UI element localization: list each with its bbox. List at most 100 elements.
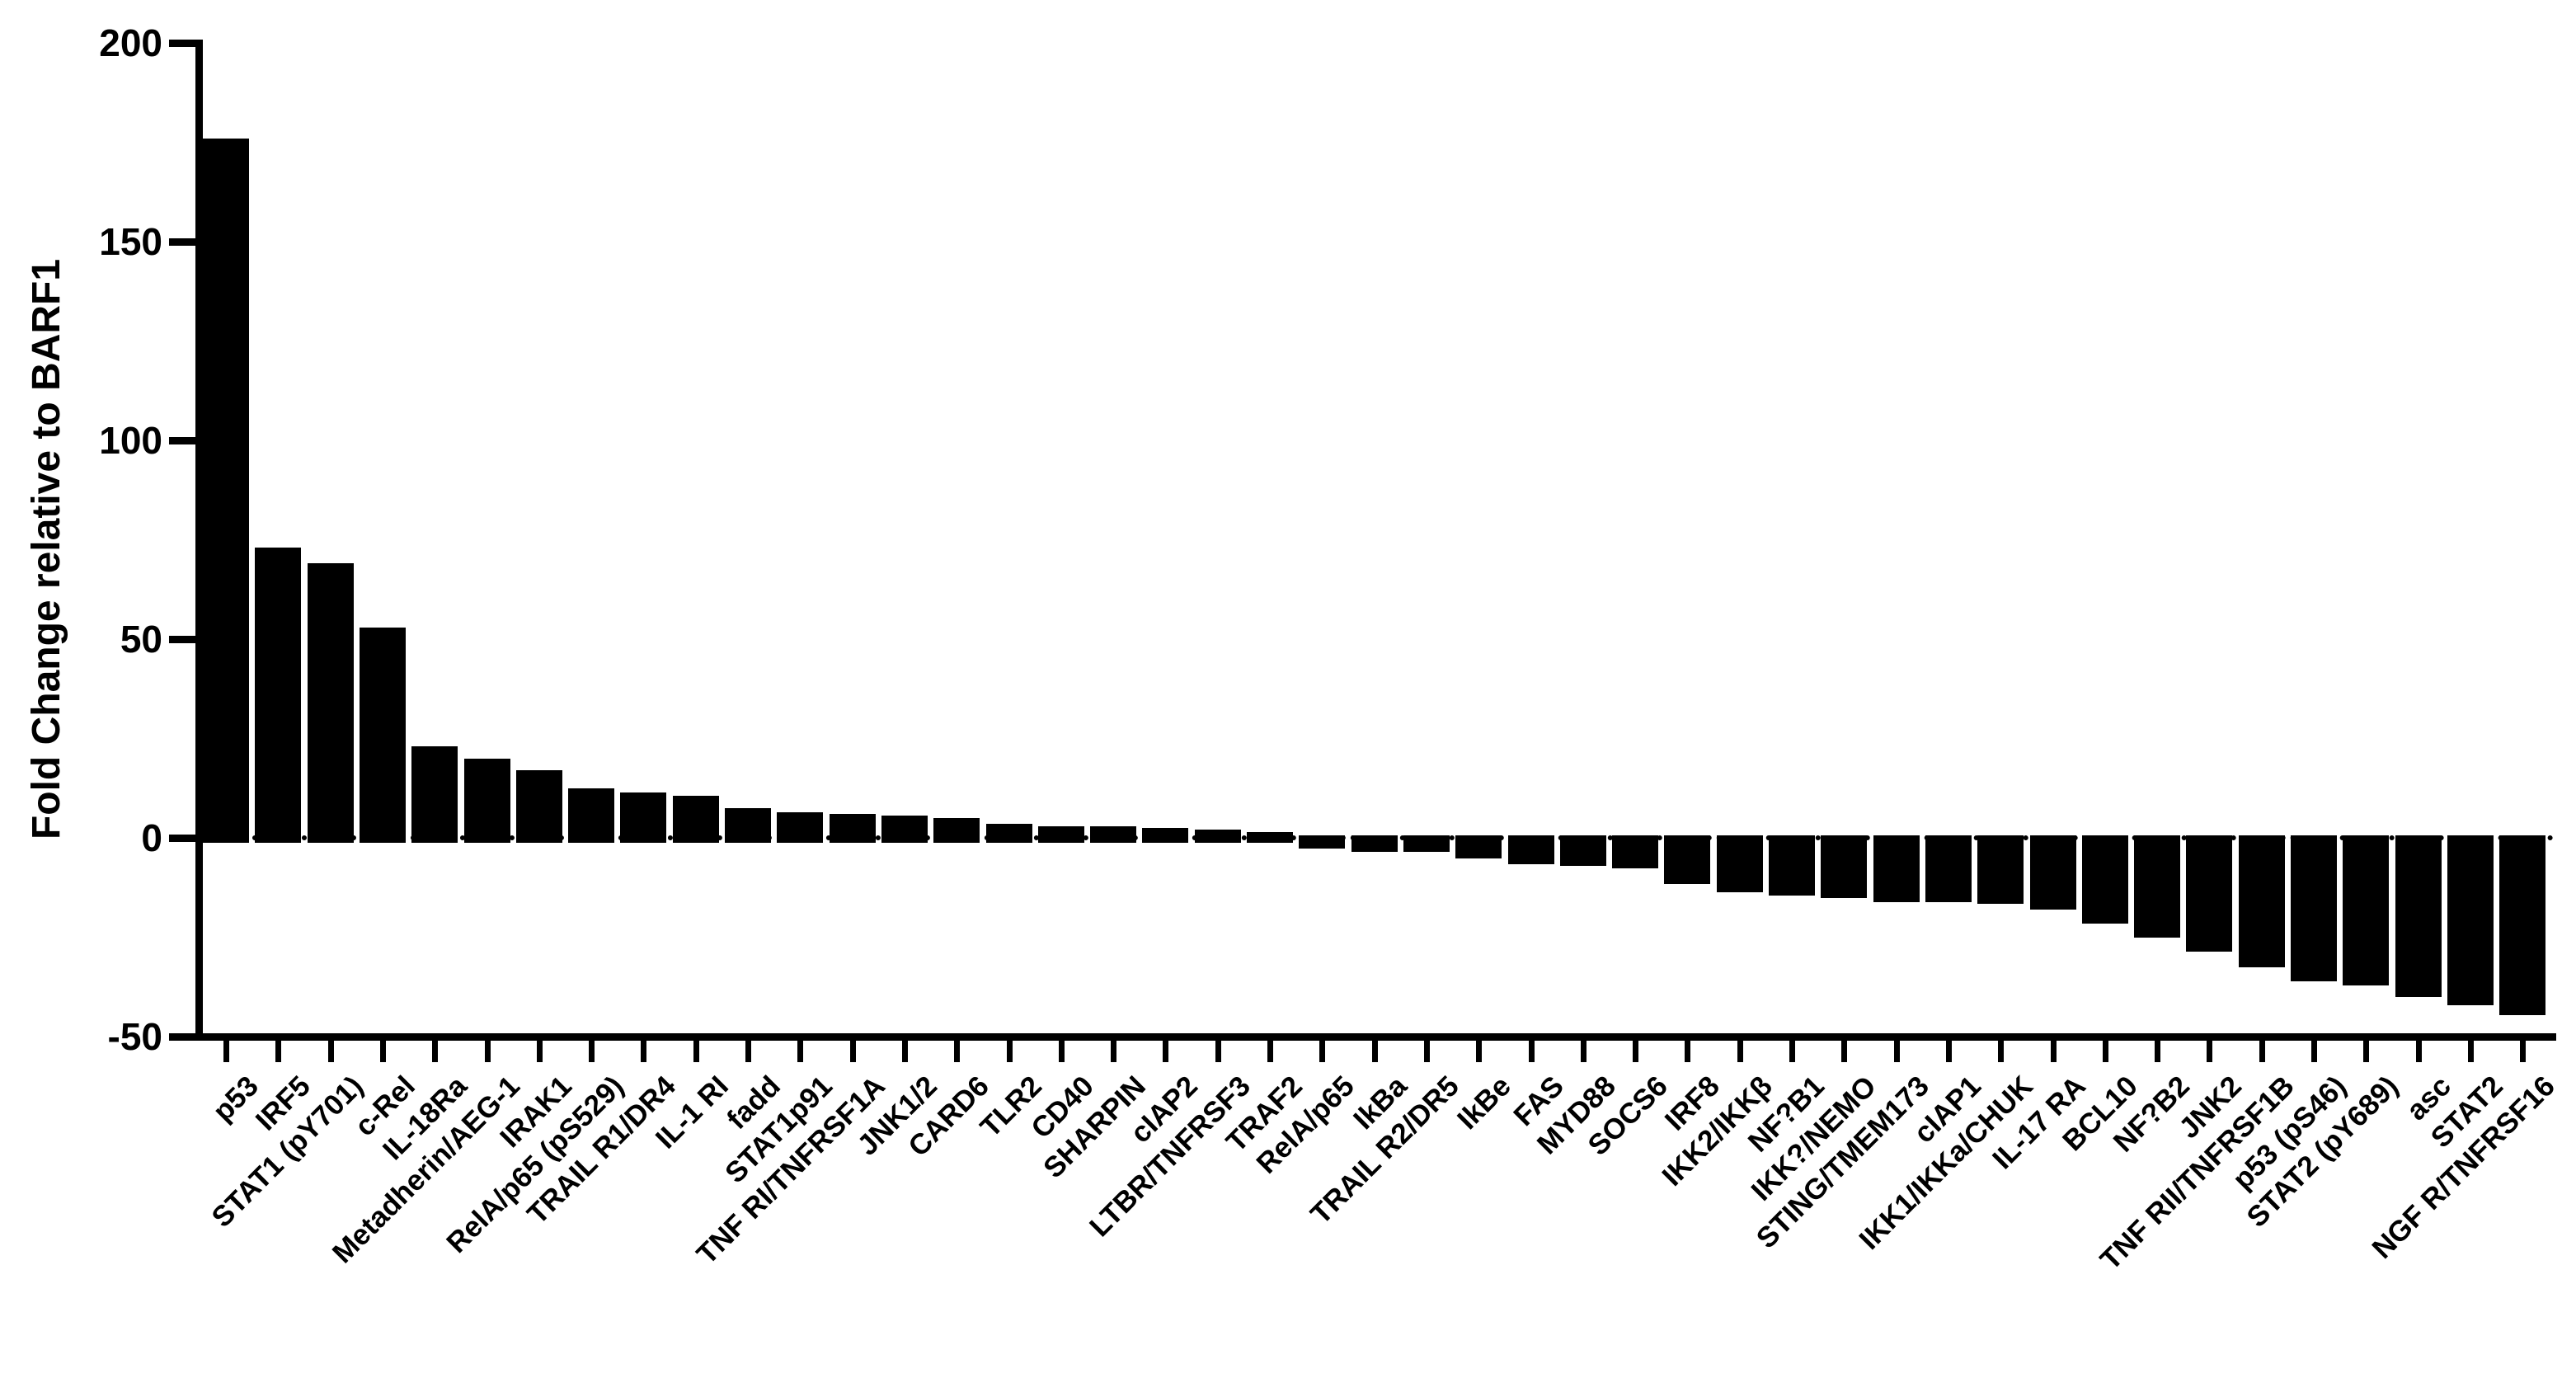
x-axis-tick	[693, 1041, 699, 1062]
bar	[2238, 835, 2285, 968]
bar	[1403, 835, 1450, 853]
y-axis-tick-label: 0	[141, 816, 162, 859]
x-axis-tick	[379, 1041, 386, 1062]
x-axis-tick	[2259, 1041, 2265, 1062]
x-axis-tick	[2467, 1041, 2474, 1062]
bar	[672, 796, 719, 843]
x-axis-tick	[1528, 1041, 1535, 1062]
bar	[2134, 835, 2181, 938]
bar	[1247, 831, 1293, 843]
x-axis-tick	[1111, 1041, 1117, 1062]
x-axis-tick	[1893, 1041, 1900, 1062]
bar	[568, 788, 615, 843]
y-axis-tick	[169, 238, 200, 246]
x-axis-tick	[1580, 1041, 1586, 1062]
x-axis-tick	[1371, 1041, 1378, 1062]
x-axis-tick	[536, 1041, 543, 1062]
x-axis-tick	[901, 1041, 908, 1062]
bar	[1090, 825, 1137, 843]
x-axis-tick	[1476, 1041, 1483, 1062]
x-axis-tick	[1058, 1041, 1065, 1062]
x-axis-tick	[432, 1041, 439, 1062]
x-axis-tick	[745, 1041, 751, 1062]
x-axis-tick	[641, 1041, 647, 1062]
x-axis-tick	[484, 1041, 491, 1062]
bar	[1037, 825, 1084, 843]
y-axis-tick	[169, 835, 200, 842]
x-axis-tick	[797, 1041, 804, 1062]
bar	[985, 824, 1032, 843]
bar	[2447, 835, 2494, 1006]
bar	[2499, 835, 2546, 1016]
x-axis-tick	[1006, 1041, 1013, 1062]
y-axis-tick-label: -50	[107, 1015, 162, 1058]
bar	[359, 627, 406, 843]
bar	[2291, 835, 2337, 982]
bar	[2343, 835, 2390, 985]
x-axis-spine	[195, 1033, 2556, 1041]
x-axis-tick	[1789, 1041, 1795, 1062]
x-axis-tick	[1267, 1041, 1273, 1062]
bar	[307, 563, 354, 843]
bar	[725, 807, 771, 843]
bar	[1769, 835, 1815, 896]
bar	[829, 814, 876, 843]
x-axis-tick	[1423, 1041, 1430, 1062]
bar	[1977, 835, 2024, 905]
x-axis-tick	[2311, 1041, 2317, 1062]
bar	[1559, 835, 1606, 867]
x-axis-label: IkBe	[1451, 1070, 1518, 1136]
x-axis-tick	[1319, 1041, 1326, 1062]
x-axis-tick	[1841, 1041, 1848, 1062]
bar	[255, 548, 302, 843]
x-axis-tick	[1737, 1041, 1743, 1062]
x-axis-tick	[2520, 1041, 2527, 1062]
bar	[2029, 835, 2076, 910]
x-axis-tick	[849, 1041, 856, 1062]
bar	[463, 758, 510, 843]
y-axis-spine	[195, 40, 203, 1041]
bar	[1716, 835, 1763, 892]
y-axis-tick-label: 150	[99, 220, 162, 263]
bar	[1455, 835, 1502, 858]
x-axis-tick	[954, 1041, 961, 1062]
x-axis-tick	[275, 1041, 282, 1062]
x-axis-tick	[1998, 1041, 2005, 1062]
x-axis-tick	[2155, 1041, 2161, 1062]
y-axis-tick-label: 50	[120, 618, 162, 661]
y-axis-tick-label: 200	[99, 21, 162, 64]
x-axis-tick	[1945, 1041, 1952, 1062]
bar	[881, 816, 928, 843]
bar	[1194, 830, 1241, 843]
x-axis-tick	[2207, 1041, 2213, 1062]
bar	[620, 792, 667, 843]
bar	[933, 817, 980, 843]
y-axis-tick	[169, 40, 200, 47]
y-axis-tick	[169, 1033, 200, 1041]
bar	[1142, 827, 1189, 843]
y-axis-title: Fold Change relative to BARF1	[25, 258, 68, 840]
bar	[1507, 835, 1554, 864]
bar	[2395, 835, 2442, 998]
y-axis-tick	[169, 437, 200, 444]
bar	[515, 770, 562, 843]
x-axis-tick	[589, 1041, 595, 1062]
x-axis-tick	[1685, 1041, 1691, 1062]
y-axis-tick-label: 100	[99, 419, 162, 462]
bar	[2186, 835, 2233, 952]
x-axis-tick	[1633, 1041, 1639, 1062]
x-axis-tick	[1163, 1041, 1169, 1062]
x-axis-tick	[1215, 1041, 1221, 1062]
x-axis-tick	[327, 1041, 334, 1062]
y-axis-tick	[169, 636, 200, 643]
x-axis-tick	[2363, 1041, 2370, 1062]
bar	[1873, 835, 1920, 902]
bar	[1351, 835, 1398, 853]
x-axis-tick	[223, 1041, 229, 1062]
bar	[203, 138, 249, 843]
bar	[1821, 835, 1868, 898]
x-axis-tick	[2415, 1041, 2422, 1062]
bar	[1299, 835, 1346, 849]
bar	[411, 746, 458, 843]
